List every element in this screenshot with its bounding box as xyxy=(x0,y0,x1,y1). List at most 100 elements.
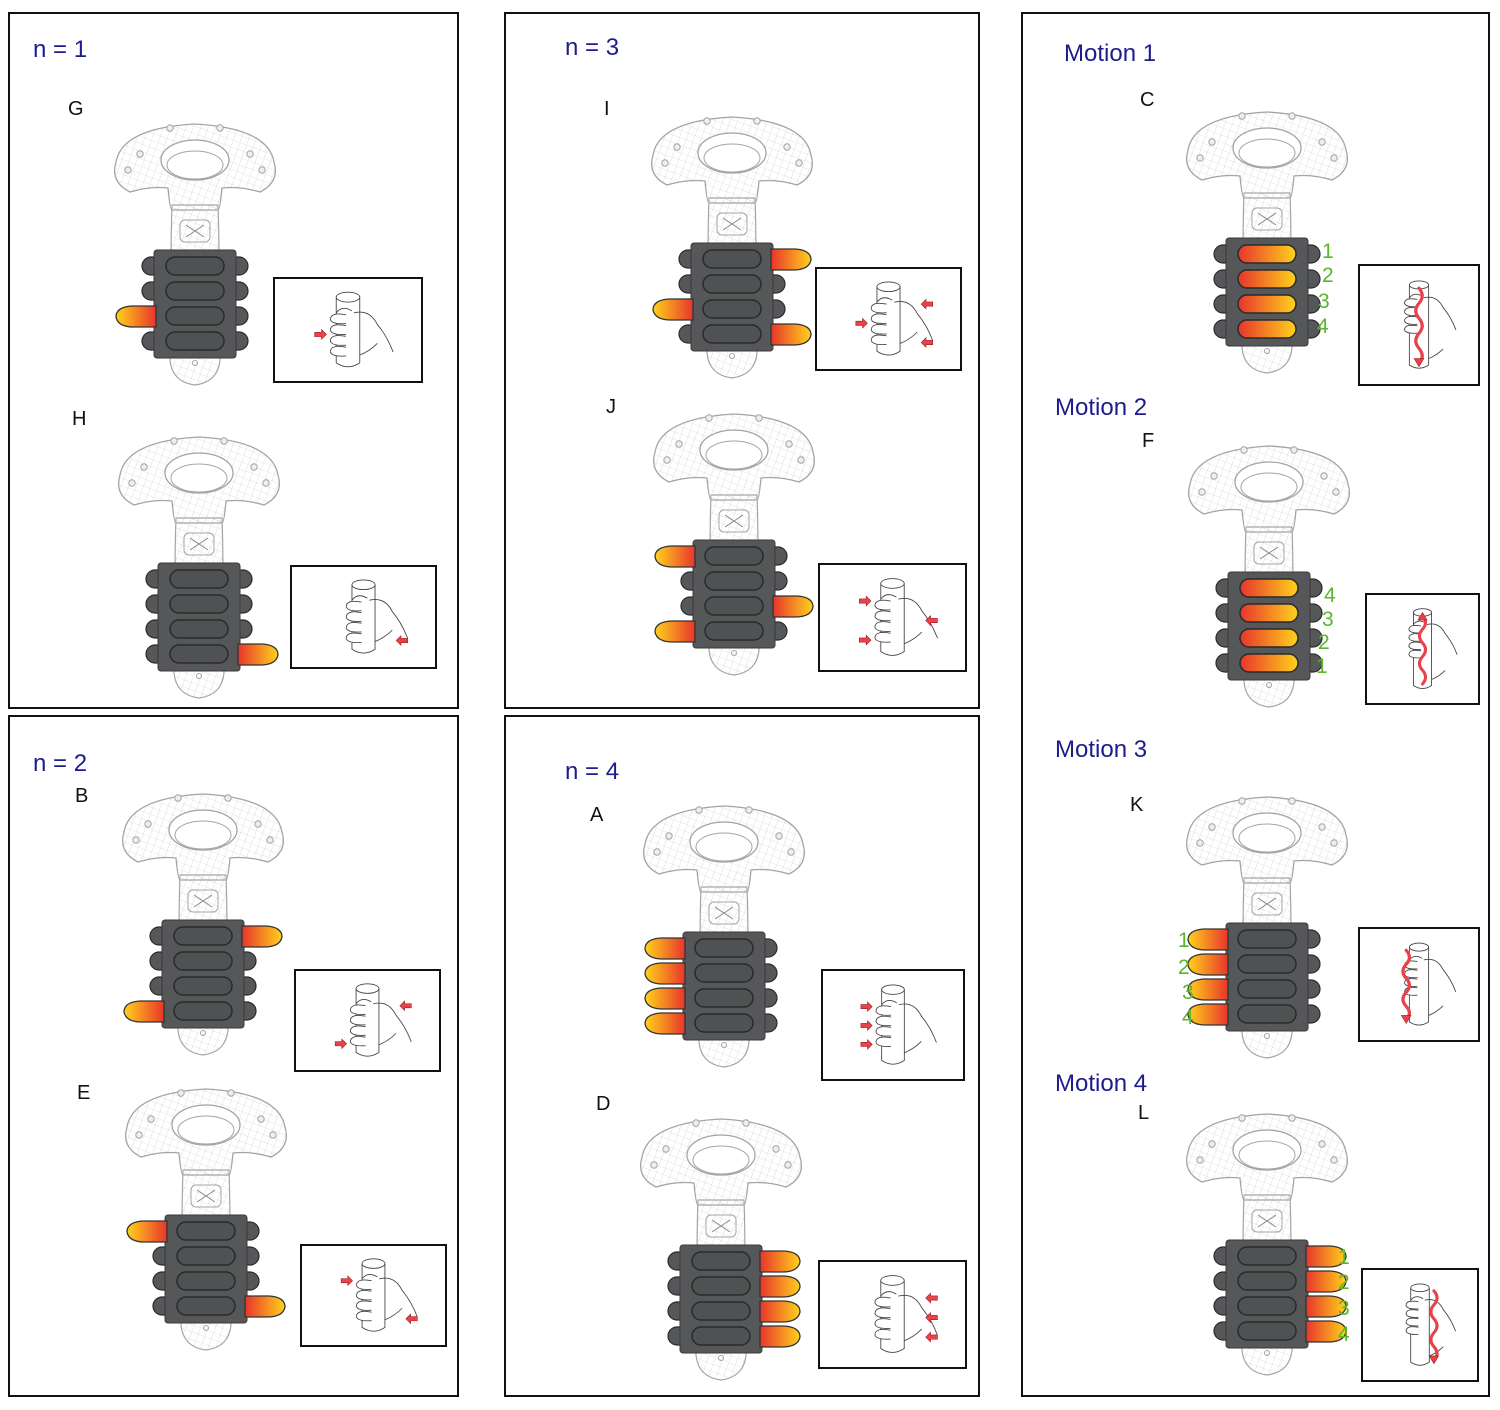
band-row xyxy=(169,619,229,639)
finger xyxy=(870,334,887,346)
controller-sensor xyxy=(269,1131,277,1139)
controller-figure xyxy=(117,436,281,699)
cylinder-top xyxy=(351,579,376,591)
controller-sensor xyxy=(1210,472,1218,480)
finger xyxy=(355,1310,372,1322)
wave-arrow xyxy=(1401,948,1411,1022)
controller-sensor xyxy=(224,794,232,802)
controller-ring-inner xyxy=(703,143,761,173)
sequence-number: 4 xyxy=(1182,1006,1194,1029)
band-row xyxy=(1237,929,1297,949)
finger xyxy=(874,1307,891,1319)
finger xyxy=(1405,1326,1419,1335)
finger xyxy=(1404,315,1418,325)
controller-tip-hole xyxy=(192,360,198,366)
actuator-active xyxy=(237,643,279,666)
actuator-active xyxy=(652,298,694,321)
actuator-active xyxy=(123,1000,165,1023)
controller-tip-hole xyxy=(729,353,735,359)
controller-sensor xyxy=(140,463,148,471)
press-arrow xyxy=(395,635,409,647)
finger xyxy=(875,1036,892,1047)
controller-tip-hole xyxy=(203,1325,209,1331)
controller-sensor xyxy=(1290,446,1298,454)
controller-ring-opening xyxy=(1232,812,1302,854)
controller-trackpad xyxy=(187,889,219,913)
controller-sensor xyxy=(177,1089,185,1097)
controller-sensor xyxy=(220,437,228,445)
controller-ring-inner xyxy=(177,1115,235,1145)
press-arrow xyxy=(855,317,868,329)
finger xyxy=(874,1296,891,1308)
cylinder-top xyxy=(876,281,901,293)
actuator-active xyxy=(770,323,812,346)
press-arrow xyxy=(860,1020,873,1031)
controller-sensor xyxy=(1318,1140,1326,1148)
controller-trackpad xyxy=(190,1184,222,1208)
band-row xyxy=(691,1276,751,1296)
finger xyxy=(349,1004,366,1015)
finger xyxy=(1408,649,1422,659)
finger xyxy=(345,611,362,622)
grip-band xyxy=(690,242,774,352)
controller-sensor xyxy=(665,832,673,840)
sequence-number: 1 xyxy=(1322,240,1334,263)
controller-sensor xyxy=(661,159,669,167)
controller-sensor xyxy=(1330,1156,1338,1164)
actuator-active xyxy=(644,1012,686,1035)
thumb xyxy=(881,1000,898,1006)
cylinder-top xyxy=(355,983,380,994)
controller-figure xyxy=(1187,445,1351,708)
actuator-active xyxy=(1187,928,1229,951)
press-arrow xyxy=(314,328,327,340)
thumb xyxy=(361,1274,378,1280)
controller-sensor xyxy=(755,414,763,422)
controller-sensor xyxy=(257,1115,265,1123)
finger xyxy=(349,1035,366,1047)
hand-inset xyxy=(1361,1268,1479,1382)
panel-title-n1: n = 1 xyxy=(33,36,88,63)
band-row xyxy=(702,274,762,294)
controller-sensor xyxy=(1288,112,1296,120)
grip-band xyxy=(1225,922,1309,1032)
controller-tip-hole xyxy=(200,1030,206,1036)
hand-inset xyxy=(818,1260,967,1369)
controller-ring-opening xyxy=(168,809,238,851)
grip-band xyxy=(161,919,245,1029)
controller-figure xyxy=(124,1088,288,1351)
controller-tip-hole xyxy=(718,1355,724,1361)
controller-sensor xyxy=(772,1145,780,1153)
controller-sensor xyxy=(653,848,661,856)
band-row xyxy=(1237,1246,1297,1266)
wave-arrow-head xyxy=(1417,611,1428,621)
controller-sensor xyxy=(783,143,791,151)
actuator-active xyxy=(1187,953,1229,976)
controller-tip-hole xyxy=(731,650,737,656)
hand-inset xyxy=(818,563,967,672)
grip-band xyxy=(1225,237,1309,347)
band-row xyxy=(694,988,754,1008)
controller-sensor xyxy=(250,463,258,471)
controller-sensor xyxy=(1240,446,1248,454)
actuator-active xyxy=(644,987,686,1010)
finger xyxy=(870,324,887,335)
sequence-number: 3 xyxy=(1338,1297,1350,1320)
sequence-number: 4 xyxy=(1324,584,1336,607)
actuator-active xyxy=(644,937,686,960)
band-row xyxy=(165,256,225,276)
wave-arrow xyxy=(1429,1289,1439,1363)
controller-ring-opening xyxy=(1232,127,1302,169)
controller-trackpad-mark xyxy=(1257,212,1277,226)
controller-trackpad-mark xyxy=(189,537,209,551)
hand-outline xyxy=(379,1277,418,1321)
controller-sensor xyxy=(1320,472,1328,480)
hand-outline xyxy=(1426,623,1458,680)
controller-sensor xyxy=(675,440,683,448)
band-row xyxy=(169,594,229,614)
actuator-active xyxy=(654,620,696,643)
controller-figure xyxy=(650,116,814,379)
sequence-number: 2 xyxy=(1322,264,1334,287)
figure-letter-f: F xyxy=(1142,430,1155,452)
press-arrow xyxy=(925,1331,938,1343)
controller-sensor xyxy=(775,832,783,840)
